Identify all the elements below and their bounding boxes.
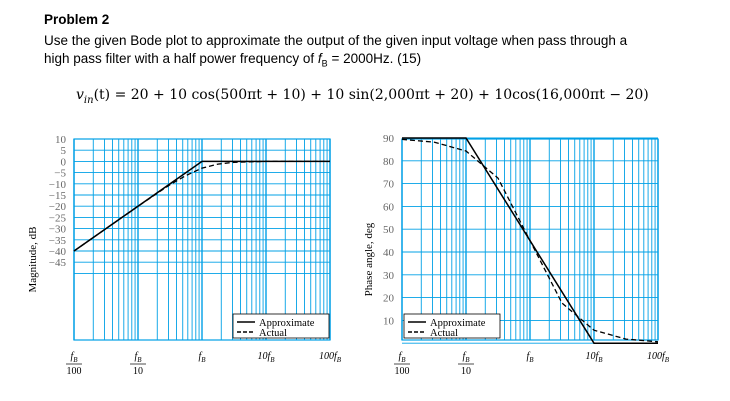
x-tick-num: 100fB [319, 351, 342, 364]
x-tick-label: fB 100 [394, 351, 410, 377]
series-actual [401, 138, 659, 343]
y-tick-label: 0 [61, 156, 67, 168]
x-tick-num: fB [398, 351, 406, 364]
y-tick-label: 10 [383, 315, 395, 327]
y-tick-label: 20 [383, 293, 395, 305]
x-tick-label: fB 10 [130, 351, 146, 377]
y-tick-label: −35 [49, 235, 67, 247]
y-tick-label: −15 [49, 190, 67, 202]
y-tick-label: −10 [49, 179, 67, 191]
x-tick-label: 10fB [257, 351, 275, 364]
x-tick-label: 10fB [585, 351, 603, 364]
y-tick-label: −45 [49, 257, 67, 269]
x-tick-label: 100fB [647, 351, 670, 364]
eq-sub: in [83, 94, 94, 106]
eq-arg: (t) [93, 87, 111, 103]
y-tick-label: 50 [383, 224, 395, 236]
y-tick-label: 80 [383, 156, 395, 168]
x-tick-label: fB [198, 351, 206, 364]
legend-box [232, 313, 330, 339]
x-tick-den: 10 [461, 366, 471, 377]
bode-panel-magnitude: 1050−5−10−15−20−25−30−35−40−45Magnitude,… [27, 134, 342, 377]
x-tick-label: fB 100 [66, 351, 82, 377]
line2-sub: B [321, 58, 328, 69]
problem-statement-line-1: Use the given Bode plot to approximate t… [44, 33, 628, 48]
y-tick-label: −20 [49, 201, 67, 213]
x-tick-den: 10 [133, 366, 143, 377]
x-tick-num: fB [70, 351, 78, 364]
plot-frame [73, 138, 331, 341]
y-tick-label: 10 [55, 134, 67, 146]
y-tick-label: −25 [49, 212, 67, 224]
line2-var: f [317, 51, 322, 66]
eq-rhs: = 20 + 10 cos(500πt + 10) + 10 sin(2,000… [110, 87, 649, 103]
y-tick-label: −30 [49, 224, 67, 236]
legend-label: Actual [259, 328, 287, 339]
y-tick-label: 40 [383, 247, 395, 259]
x-tick-num: fB [526, 351, 534, 364]
y-tick-label: −5 [54, 168, 66, 180]
legend-label: Approximate [430, 318, 486, 329]
x-tick-label: fB 10 [458, 351, 474, 377]
x-tick-num: 10fB [585, 351, 603, 364]
x-tick-num: 10fB [257, 351, 275, 364]
y-axis-label: Phase angle, deg [363, 222, 375, 296]
x-tick-num: 100fB [647, 351, 670, 364]
eq-var: v [76, 87, 84, 103]
plot-frame [401, 138, 659, 341]
y-tick-label: −40 [49, 246, 67, 258]
x-tick-den: 100 [67, 366, 82, 377]
problem-title: Problem 2 [44, 12, 110, 27]
series-actual [73, 160, 330, 252]
x-tick-label: fB [526, 351, 534, 364]
y-tick-label: 60 [383, 201, 395, 213]
y-axis-label: Magnitude, dB [27, 227, 39, 293]
input-voltage-equation: vin(t) = 20 + 10 cos(500πt + 10) + 10 si… [76, 87, 649, 106]
x-tick-num: fB [198, 351, 206, 364]
problem-statement-line-2: high pass filter with a half power frequ… [44, 51, 421, 69]
line2-prefix: high pass filter with a half power frequ… [44, 51, 318, 66]
y-tick-label: 30 [383, 270, 395, 282]
legend-label: Actual [430, 328, 458, 339]
line2-suffix: = 2000Hz. (15) [327, 51, 422, 66]
legend-label: Approximate [259, 318, 315, 329]
y-tick-label: 90 [383, 133, 395, 145]
y-tick-label: 5 [61, 145, 67, 157]
x-tick-num: fB [462, 351, 470, 364]
x-tick-num: fB [134, 351, 142, 364]
x-tick-label: 100fB [319, 351, 342, 364]
legend-box [403, 313, 501, 339]
y-tick-label: 70 [383, 179, 395, 191]
x-tick-den: 100 [395, 366, 410, 377]
